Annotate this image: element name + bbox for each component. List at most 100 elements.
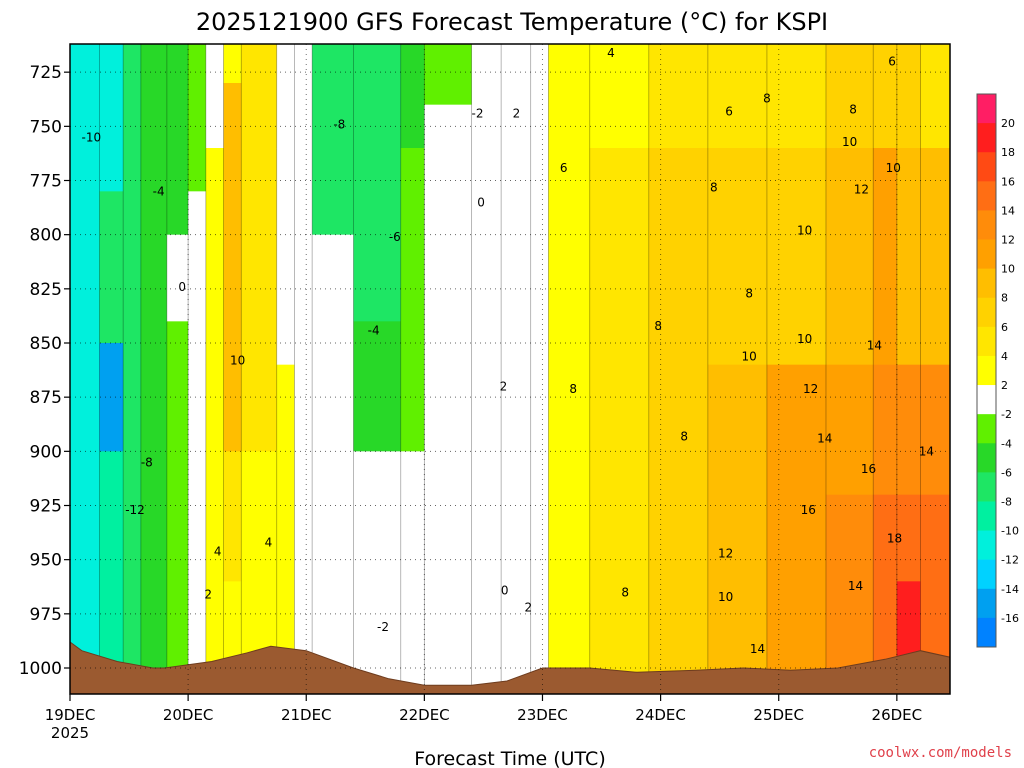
contour-label: 0	[178, 280, 186, 294]
plot-frame	[69, 43, 951, 695]
temperature-cell	[166, 321, 189, 695]
contour-label: 8	[849, 102, 857, 116]
colorbar-swatch	[977, 239, 996, 270]
temperature-cell	[205, 364, 225, 695]
temperature-cell	[223, 83, 242, 452]
colorbar-swatch	[977, 355, 996, 386]
contour-label: -4	[368, 323, 380, 337]
temperature-cell	[530, 44, 549, 695]
colorbar-swatch	[977, 181, 996, 211]
contour-label: 12	[803, 382, 818, 396]
temperature-cell	[353, 126, 402, 322]
y-tick-label: 950	[30, 551, 62, 571]
temperature-cell	[99, 44, 124, 192]
temperature-cell	[648, 148, 709, 695]
colorbar-swatch	[977, 385, 996, 415]
contour-labels: -10 -4 -8 -12 0 10 4 2 4 -8 -6 -4 -2 2 0 2 0 -2 2 4 6 6 8 8 6 8 10…	[81, 46, 934, 656]
temperature-cell	[400, 44, 425, 149]
y-tick-label: 800	[30, 226, 62, 246]
x-year-label: 2025	[51, 724, 89, 742]
temperature-cell	[140, 213, 168, 695]
contour-label: 16	[801, 503, 816, 517]
temperature-cell	[70, 44, 101, 695]
colorbar-label: -14	[1001, 583, 1019, 596]
temperature-cell	[873, 148, 898, 366]
temperature-cell	[353, 44, 402, 127]
temperature-cell	[241, 148, 278, 452]
y-tick-label: 775	[30, 172, 62, 192]
temperature-cell	[501, 364, 532, 695]
contour-label: 8	[621, 586, 629, 600]
colorbar-swatch	[977, 530, 996, 561]
colorbar-label: -8	[1001, 496, 1012, 509]
temperature-cell	[353, 321, 402, 452]
y-tick-label: 750	[30, 117, 62, 137]
temperature-cell	[188, 364, 207, 695]
colorbar-swatch	[977, 414, 996, 444]
temperature-cell	[424, 104, 473, 695]
contour-label: -12	[125, 503, 145, 517]
contour-label: 2	[513, 107, 521, 121]
contour-label: 12	[854, 183, 869, 197]
temperature-cell	[312, 234, 354, 695]
y-tick-label: 900	[30, 442, 62, 462]
contour-label: 6	[725, 105, 733, 119]
temperature-cell	[205, 44, 225, 149]
x-axis: 2025 19DEC 20DEC 21DEC 22DEC 23DEC 24DEC 25DEC…	[45, 694, 922, 742]
temperature-cell	[223, 451, 242, 582]
colorbar-swatch	[977, 123, 996, 153]
temperature-cell	[766, 44, 827, 149]
x-tick-label: 25DEC	[753, 706, 804, 724]
y-tick-label: 975	[30, 605, 62, 625]
temperature-cell	[501, 191, 532, 366]
contour-label: 14	[848, 579, 863, 593]
temperature-cell	[589, 44, 650, 149]
temperature-cell	[166, 234, 189, 322]
x-tick-label: 24DEC	[635, 706, 686, 724]
contour-label: 4	[265, 536, 273, 550]
temperature-cell	[589, 148, 650, 695]
contour-label: -8	[141, 456, 153, 470]
contour-label: 10	[230, 354, 245, 368]
temperature-cell	[766, 148, 827, 366]
temperature-cell	[205, 148, 225, 366]
colorbar-label: -4	[1001, 437, 1012, 450]
x-tick-label: 20DEC	[163, 706, 214, 724]
colorbar-swatch	[977, 268, 996, 299]
temperature-field	[70, 44, 951, 695]
colorbar-label: -10	[1001, 525, 1019, 538]
temperature-cell	[123, 148, 142, 366]
temperature-cell	[825, 44, 874, 149]
contour-label: 8	[745, 287, 753, 301]
colorbar-swatch	[977, 210, 996, 240]
contour-label: 8	[654, 319, 662, 333]
contour-label: 14	[867, 339, 882, 353]
colorbar-label: 16	[1001, 175, 1015, 188]
contour-label: 14	[817, 432, 832, 446]
contour-label: 6	[888, 55, 896, 69]
temperature-cell	[648, 44, 709, 149]
credit-text: coolwx.com/models	[869, 745, 1012, 761]
y-tick-label: 725	[30, 63, 62, 83]
contour-label: 8	[680, 430, 688, 444]
contour-label: -8	[333, 118, 345, 132]
colorbar-label: 4	[1001, 350, 1008, 363]
colorbar-swatch	[977, 472, 996, 502]
contour-label: 6	[560, 161, 568, 175]
y-tick-label: 1000	[19, 659, 62, 679]
contour-label: 14	[919, 445, 934, 459]
contour-label: -6	[389, 230, 401, 244]
temperature-cell	[188, 191, 207, 366]
colorbar-label: 20	[1001, 117, 1015, 130]
colorbar-swatch	[977, 152, 996, 182]
contour-label: 10	[797, 224, 812, 238]
colorbar-swatch	[977, 443, 996, 473]
colorbar-label: 18	[1001, 146, 1015, 159]
colorbar-swatch	[977, 588, 996, 619]
colorbar-label: 10	[1001, 263, 1015, 276]
temperature-cell	[920, 44, 951, 149]
y-tick-label: 825	[30, 280, 62, 300]
temperature-cell	[707, 148, 768, 366]
contour-label: 12	[718, 547, 733, 561]
